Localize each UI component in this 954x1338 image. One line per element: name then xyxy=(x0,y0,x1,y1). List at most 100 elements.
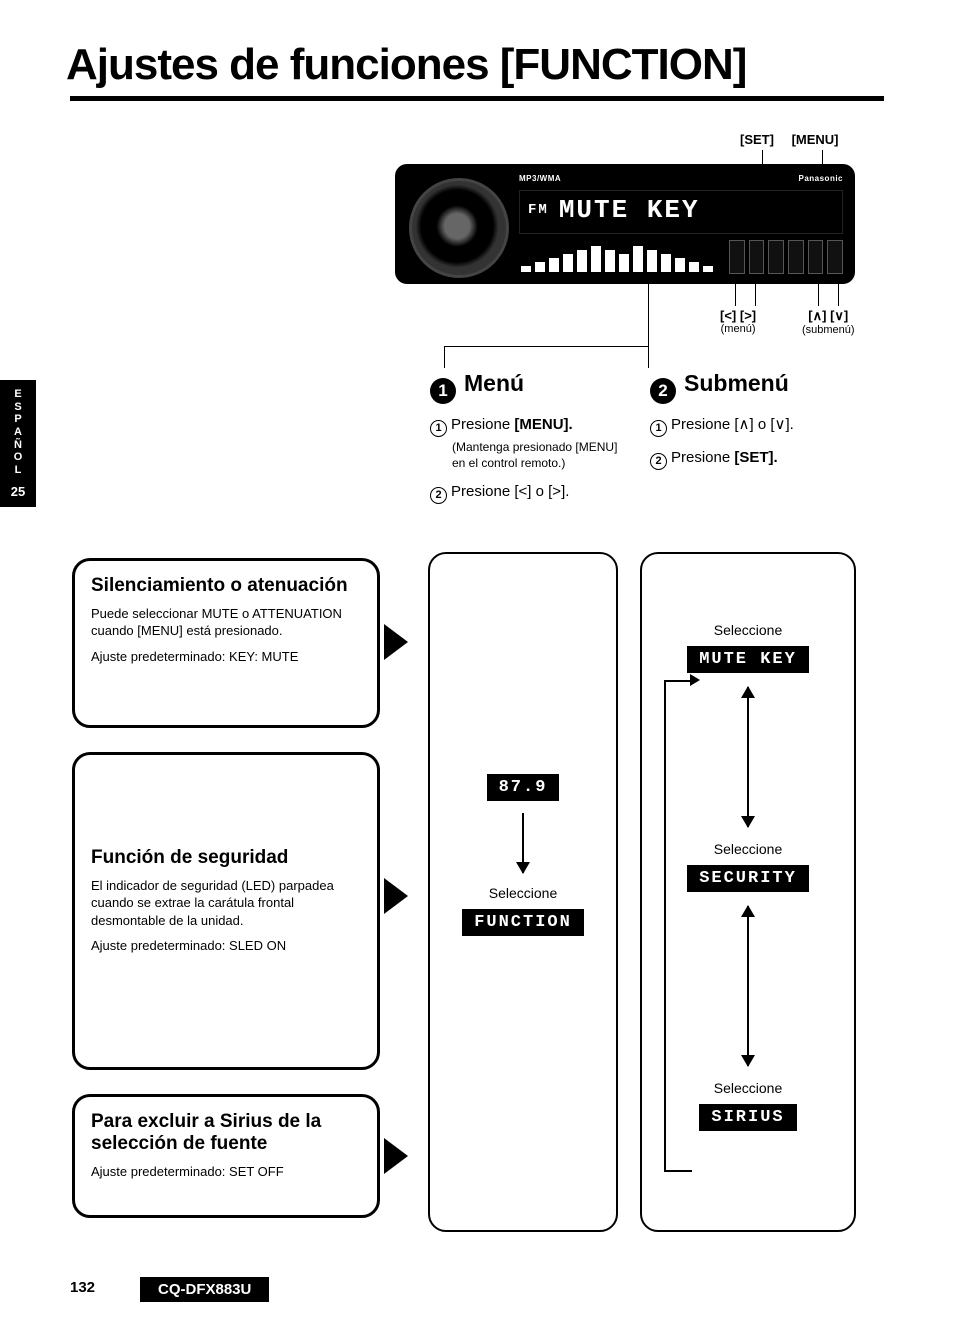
lang-letter: S xyxy=(0,401,36,414)
page-number: 132 xyxy=(70,1279,95,1296)
page-title: Ajustes de funciones [FUNCTION] xyxy=(66,40,884,90)
menu-instructions: 1Menú 1Presione [MENU]. (Mantenga presio… xyxy=(430,370,630,504)
submenu-step-2: 2Presione [SET]. xyxy=(650,447,860,470)
menu-heading: 1 Menú xyxy=(430,370,630,404)
substep-badge: 1 xyxy=(650,420,667,437)
lcd-freq: 87.9 xyxy=(487,774,560,801)
submenu-instructions: 2Submenú 1Presione [∧] o [∨]. 2Presione … xyxy=(650,370,860,470)
under-radio-labels: [<] [>] (menú) xyxy=(720,308,756,335)
sub-sirius-row: SIRIUS xyxy=(642,1104,854,1131)
substep-badge: 2 xyxy=(650,453,667,470)
box-body: Puede seleccionar MUTE o ATTENUATION cua… xyxy=(91,605,361,640)
box-mute: Silenciamiento o atenuación Puede selecc… xyxy=(72,558,380,728)
step-badge-1: 1 xyxy=(430,378,456,404)
down-arrow-icon xyxy=(522,813,524,873)
radio-unit-illustration: MP3/WMA Panasonic FM MUTE KEY xyxy=(395,164,855,284)
box-security: Función de seguridad El indicador de seg… xyxy=(72,752,380,1070)
model-badge: CQ-DFX883U xyxy=(140,1277,269,1302)
step-bold: [MENU]. xyxy=(514,416,572,433)
sub-mute-row: MUTE KEY xyxy=(642,646,854,673)
radio-display-text: MUTE KEY xyxy=(559,195,700,225)
under-radio-labels: [∧] [∨] (submenú) xyxy=(802,308,855,336)
lang-letter: L xyxy=(0,464,36,477)
step-text: Presione xyxy=(671,449,734,466)
radio-band: FM xyxy=(528,202,549,218)
pointer-icon xyxy=(384,878,408,914)
set-label: [SET] xyxy=(740,132,774,147)
loop-line xyxy=(664,680,692,682)
submenu-flow-column: Seleccione MUTE KEY Seleccione SECURITY … xyxy=(640,552,856,1232)
nav-up-down-txt: (submenú) xyxy=(802,324,855,336)
leader-line xyxy=(735,284,736,306)
nav-left-right-txt: (menú) xyxy=(720,323,756,335)
step-text: Presione [∧] o [∨]. xyxy=(671,416,794,433)
menu-function-row: FUNCTION xyxy=(430,909,616,936)
language-tab-letters: E S P A Ñ O L xyxy=(0,388,36,476)
menu-step-2: 2Presione [<] o [>]. xyxy=(430,481,630,504)
box-title: Para excluir a Sirius de la selección de… xyxy=(91,1111,361,1155)
nav-up-down-sym: [∧] [∨] xyxy=(802,308,855,324)
loop-arrow-icon xyxy=(690,674,700,686)
loop-line xyxy=(664,680,666,1170)
radio-spec: MP3/WMA xyxy=(519,174,561,183)
box-default: Ajuste predeterminado: SET OFF xyxy=(91,1163,361,1181)
menu-freq-row: 87.9 xyxy=(430,774,616,801)
lcd-function: FUNCTION xyxy=(462,909,584,936)
pointer-icon xyxy=(384,1138,408,1174)
lcd-mute-key: MUTE KEY xyxy=(687,646,809,673)
radio-display: FM MUTE KEY xyxy=(519,190,843,234)
select-label: Seleccione xyxy=(642,1080,854,1096)
step-text: Presione [<] o [>]. xyxy=(451,483,569,500)
step-badge-2: 2 xyxy=(650,378,676,404)
leader-line xyxy=(838,284,839,306)
substep-badge: 2 xyxy=(430,487,447,504)
menu-label: [MENU] xyxy=(792,132,839,147)
leader-line xyxy=(818,284,819,306)
radio-top-labels: [SET] [MENU] xyxy=(740,132,853,147)
box-default: Ajuste predeterminado: SLED ON xyxy=(91,937,361,955)
submenu-step-1: 1Presione [∧] o [∨]. xyxy=(650,414,860,437)
lcd-sirius: SIRIUS xyxy=(699,1104,796,1131)
radio-header: MP3/WMA Panasonic xyxy=(519,174,843,183)
radio-buttons xyxy=(729,240,843,274)
leader-line xyxy=(648,284,649,346)
equalizer-bars xyxy=(521,238,721,272)
box-body: El indicador de seguridad (LED) parpadea… xyxy=(91,877,361,930)
lang-letter: O xyxy=(0,451,36,464)
select-label: Seleccione xyxy=(642,622,854,638)
title-rule xyxy=(70,96,884,101)
box-title: Función de seguridad xyxy=(91,847,361,869)
updown-arrow-icon xyxy=(747,687,749,827)
leader-line xyxy=(755,284,756,306)
select-label: Seleccione xyxy=(430,885,616,901)
substep-badge: 1 xyxy=(430,420,447,437)
lang-letter: P xyxy=(0,413,36,426)
box-default: Ajuste predeterminado: KEY: MUTE xyxy=(91,648,361,666)
nav-left-right-sym: [<] [>] xyxy=(720,308,756,323)
step-bold: [SET]. xyxy=(734,449,777,466)
lang-letter: Ñ xyxy=(0,439,36,452)
radio-brand: Panasonic xyxy=(798,174,843,183)
step-sub: (Mantenga presionado [MENU] en el contro… xyxy=(452,439,630,471)
menu-head-text: Menú xyxy=(464,370,524,396)
loop-line xyxy=(664,1170,692,1172)
step-text: Presione xyxy=(451,416,514,433)
language-tab: E S P A Ñ O L 25 xyxy=(0,380,36,507)
language-tab-num: 25 xyxy=(0,484,36,499)
leader-line xyxy=(648,346,649,368)
box-sirius: Para excluir a Sirius de la selección de… xyxy=(72,1094,380,1218)
leader-line xyxy=(444,346,649,347)
submenu-head-text: Submenú xyxy=(684,370,789,396)
leader-line xyxy=(444,346,445,368)
menu-flow-column: 87.9 Seleccione FUNCTION xyxy=(428,552,618,1232)
lcd-security: SECURITY xyxy=(687,865,809,892)
pointer-icon xyxy=(384,624,408,660)
menu-step-1: 1Presione [MENU]. (Mantenga presionado [… xyxy=(430,414,630,471)
select-label: Seleccione xyxy=(642,841,854,857)
submenu-heading: 2 Submenú xyxy=(650,370,860,404)
lang-letter: E xyxy=(0,388,36,401)
updown-arrow-icon xyxy=(747,906,749,1066)
box-title: Silenciamiento o atenuación xyxy=(91,575,361,597)
sub-security-row: SECURITY xyxy=(642,865,854,892)
lang-letter: A xyxy=(0,426,36,439)
